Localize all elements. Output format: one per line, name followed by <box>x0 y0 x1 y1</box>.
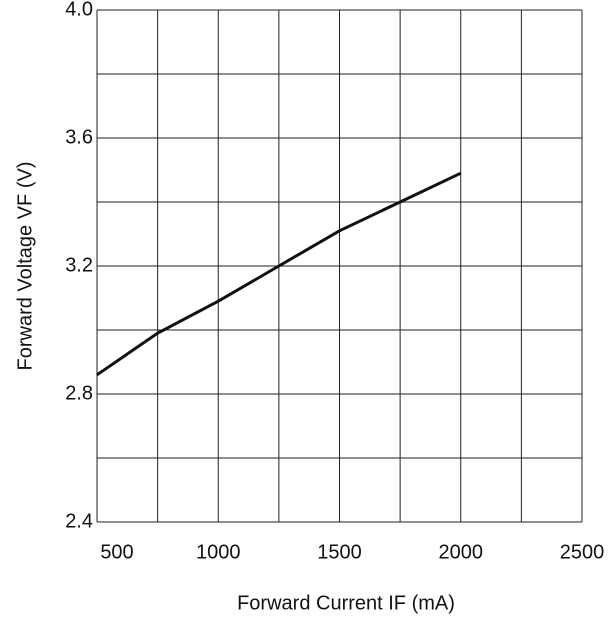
x-tick-label: 1500 <box>317 541 362 563</box>
y-tick-label: 3.6 <box>65 126 93 148</box>
y-tick-label: 4.0 <box>65 0 93 20</box>
x-tick-label: 500 <box>100 541 133 563</box>
x-tick-label: 2000 <box>439 541 484 563</box>
x-tick-label: 2500 <box>560 541 605 563</box>
y-tick-label: 2.8 <box>65 382 93 404</box>
y-tick-label: 2.4 <box>65 510 93 532</box>
y-tick-label: 3.2 <box>65 254 93 276</box>
line <box>96 171 462 377</box>
x-tick-label: 1000 <box>196 541 241 563</box>
y-axis-label: Forward Voltage VF (V) <box>14 162 36 371</box>
x-axis-label: Forward Current IF (mA) <box>237 592 455 614</box>
